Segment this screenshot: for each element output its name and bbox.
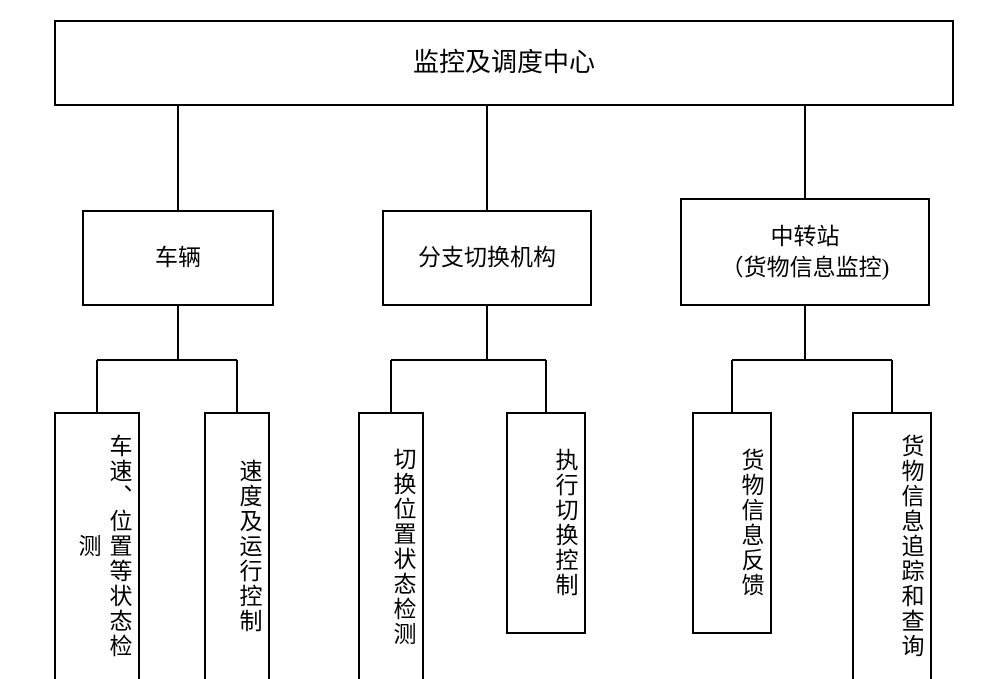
leaf-box-4: 货物信息反馈 bbox=[692, 412, 772, 634]
leaf-box-1: 速度及运行控制 bbox=[204, 412, 270, 679]
mid-box-branch: 分支切换机构 bbox=[382, 210, 592, 306]
leaf-box-0: 车速、位置等状态检测 bbox=[54, 412, 140, 679]
root-box: 监控及调度中心 bbox=[54, 20, 954, 106]
leaf-box-5: 货物信息追踪和查询 bbox=[852, 412, 932, 679]
leaf-box-2: 切换位置状态检测 bbox=[358, 412, 424, 679]
mid-box-transfer: 中转站 （货物信息监控) bbox=[680, 198, 930, 306]
mid-box-vehicle: 车辆 bbox=[82, 210, 274, 306]
leaf-box-3: 执行切换控制 bbox=[506, 412, 586, 634]
